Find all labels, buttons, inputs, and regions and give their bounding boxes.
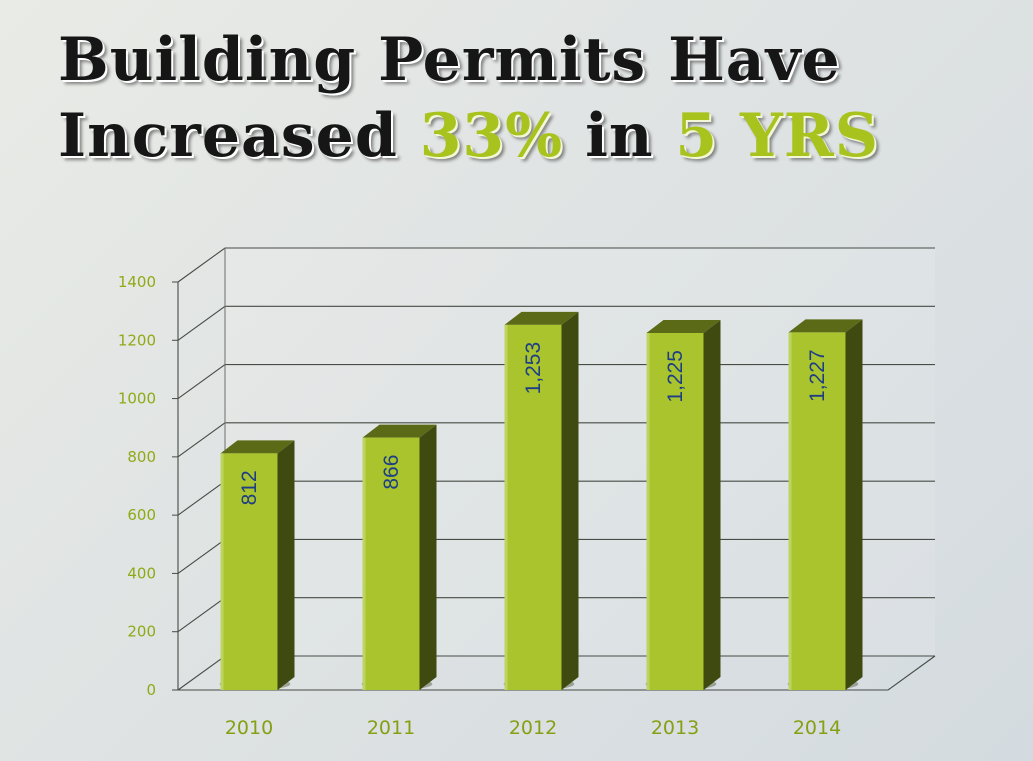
bar-highlight <box>220 453 224 690</box>
bar-2010 <box>219 440 295 690</box>
bar-top <box>362 424 437 438</box>
bar-top <box>220 440 295 454</box>
x-tick-label: 2013 <box>651 717 699 739</box>
x-tick-label: 2010 <box>225 717 273 739</box>
bar-2011 <box>361 424 437 690</box>
chart-bars <box>219 311 863 690</box>
data-label: 1,225 <box>664 350 687 403</box>
x-tick-label: 2012 <box>509 717 557 739</box>
y-tick-label: 400 <box>127 564 156 582</box>
chart-title: Building Permits Have Increased 33% in 5… <box>58 22 879 174</box>
title-years: 5 YRS <box>675 101 880 171</box>
x-tick-label: 2014 <box>793 717 841 739</box>
bar-front <box>788 332 846 690</box>
y-tick-label: 800 <box>127 448 156 466</box>
bar-side <box>845 319 863 690</box>
y-tick-label: 200 <box>127 623 156 641</box>
data-label: 1,227 <box>806 349 829 402</box>
bar-top <box>646 320 721 333</box>
data-label: 866 <box>380 455 403 490</box>
bar-side <box>419 424 437 690</box>
bar-highlight <box>788 332 792 690</box>
x-tick-label: 2011 <box>367 717 415 739</box>
chart-axes: 0 200 400 600 800 1000 1200 1400 <box>118 248 226 699</box>
y-tick-label: 1200 <box>118 331 156 349</box>
bar-front <box>646 333 704 690</box>
bar-2012 <box>503 311 579 690</box>
bar-top <box>788 319 863 333</box>
chart-labels: 812 2010 866 2011 1,253 2012 1,225 2013 1,227 201… <box>225 342 841 739</box>
bar-front <box>220 453 278 690</box>
title-percent: 33% <box>419 101 564 171</box>
y-tick-label: 0 <box>146 681 156 699</box>
data-label: 812 <box>238 470 261 505</box>
bar-front <box>362 437 420 690</box>
bar-2013 <box>645 320 721 690</box>
y-tick-label: 600 <box>127 506 156 524</box>
title-line-1: Building Permits Have <box>58 25 841 95</box>
data-label: 1,253 <box>522 342 545 395</box>
title-line-2: Increased 33% in 5 YRS <box>58 98 879 174</box>
y-tick-label: 1000 <box>118 390 156 408</box>
floor-right-edge <box>887 655 936 691</box>
title-prefix: Increased <box>58 101 420 171</box>
bar-side <box>277 440 295 690</box>
bar-front <box>504 324 562 690</box>
bar-top <box>504 311 579 325</box>
bar-highlight <box>504 324 508 690</box>
bar-highlight <box>646 333 650 690</box>
y-tick-label: 1400 <box>118 273 156 291</box>
title-mid: in <box>563 101 676 171</box>
bar-highlight <box>362 437 366 690</box>
bar-side <box>561 311 579 690</box>
bar-side <box>703 320 721 690</box>
bar-2014 <box>787 319 863 690</box>
